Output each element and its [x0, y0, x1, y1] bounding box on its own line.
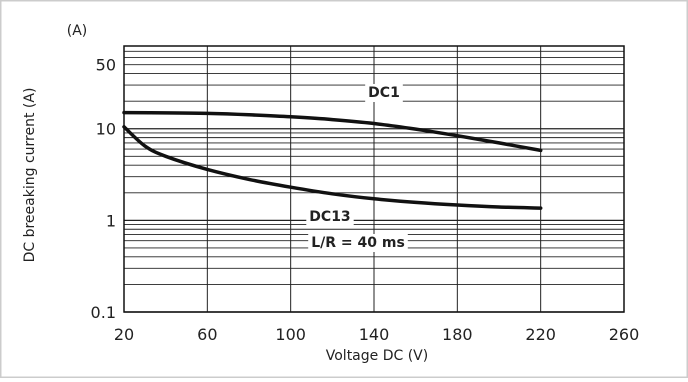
series-annotation-dc13: L/R = 40 ms [311, 235, 405, 251]
y-unit-label: (A) [67, 23, 88, 39]
tick-labels: 20 60 100 140 180 220 260 50 10 1 0.1 [91, 56, 640, 344]
y-tick-label: 50 [96, 56, 116, 75]
y-tick-label: 10 [96, 120, 116, 139]
y-tick-label: 0.1 [91, 303, 116, 322]
x-tick-label: 60 [197, 325, 217, 344]
y-tick-label: 1 [106, 211, 116, 230]
x-tick-label: 20 [114, 325, 134, 344]
y-axis-title: DC breeaking current (A) [22, 88, 38, 263]
label-layer: (A) Voltage DC (V) DC breeaking current … [22, 23, 428, 364]
x-axis-title: Voltage DC (V) [326, 348, 428, 364]
series-layer [122, 110, 543, 210]
x-tick-label: 140 [359, 325, 390, 344]
x-tick-label: 180 [442, 325, 473, 344]
series-annotation-dc13-bg [308, 234, 408, 252]
series-label-dc13: DC13 [309, 209, 350, 225]
x-tick-label: 100 [275, 325, 306, 344]
x-tick-label: 220 [525, 325, 556, 344]
x-tick-label: 260 [609, 325, 640, 344]
series-label-dc1-bg [365, 84, 403, 102]
series-label-dc1: DC1 [368, 85, 400, 101]
series-line-dc13 [122, 125, 543, 210]
series-line-dc1 [122, 110, 543, 153]
series-label-dc13-bg [306, 208, 354, 226]
plot-area-border [123, 45, 625, 313]
